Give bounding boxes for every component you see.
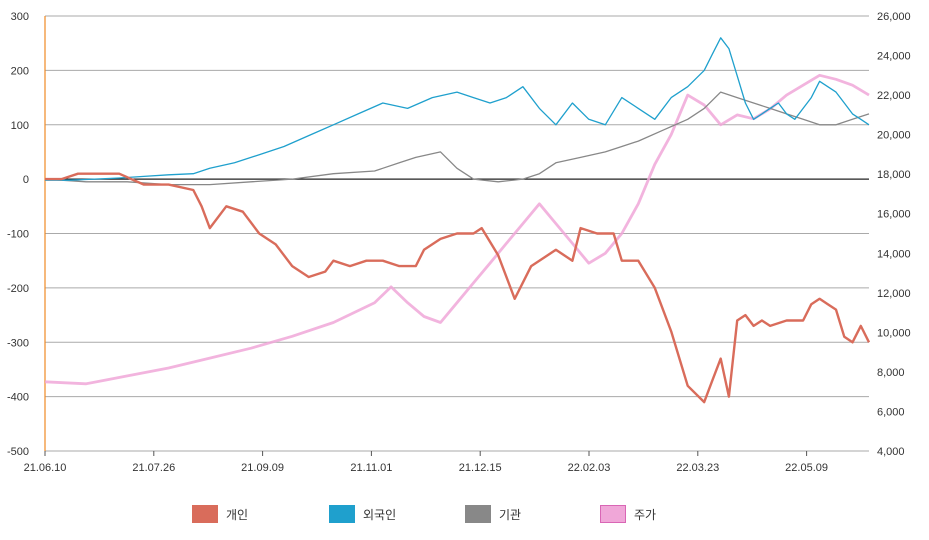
series-line-2 xyxy=(44,91,870,186)
legend-item[interactable]: 개인 xyxy=(192,500,248,528)
right-tick-label: 26,000 xyxy=(877,11,911,23)
right-tick-label: 24,000 xyxy=(877,51,911,63)
right-tick-label: 12,000 xyxy=(877,288,911,300)
right-tick-label: 4,000 xyxy=(877,446,905,458)
right-tick-label: 6,000 xyxy=(877,406,905,418)
left-tick-label: 200 xyxy=(11,65,29,77)
left-tick-label: -100 xyxy=(7,229,29,241)
x-tick-label: 22.02.03 xyxy=(568,462,611,474)
left-tick-label: 0 xyxy=(23,174,29,186)
legend-swatch xyxy=(465,505,491,523)
right-tick-label: 8,000 xyxy=(877,367,905,379)
right-tick-label: 22,000 xyxy=(877,90,911,102)
right-tick-label: 20,000 xyxy=(877,130,911,142)
legend-label: 주가 xyxy=(634,507,657,522)
x-tick-label: 21.09.09 xyxy=(241,462,284,474)
legend-item[interactable]: 기관 xyxy=(465,500,521,528)
left-tick-label: -500 xyxy=(7,446,29,458)
legend-item[interactable]: 외국인 xyxy=(329,500,396,528)
legend-swatch xyxy=(192,505,218,523)
left-tick-label: -400 xyxy=(7,392,29,404)
chart-svg: 300 200 100 0 -100 -200 -300 -400 -500 26,000 24,0… xyxy=(7,11,911,474)
right-tick-label: 10,000 xyxy=(877,327,911,339)
x-tick-label: 21.07.26 xyxy=(132,462,175,474)
legend-swatch xyxy=(329,505,355,523)
legend-label: 기관 xyxy=(499,507,522,522)
right-tick-label: 14,000 xyxy=(877,248,911,260)
right-tick-label: 18,000 xyxy=(877,169,911,181)
x-tick-label: 21.06.10 xyxy=(24,462,67,474)
series-line-3 xyxy=(44,73,870,386)
x-tick-label: 22.05.09 xyxy=(785,462,828,474)
series-line-1 xyxy=(45,37,870,181)
legend-item[interactable]: 주가 xyxy=(600,500,656,528)
left-tick-label: -300 xyxy=(7,337,29,349)
x-tick-label: 21.11.01 xyxy=(350,462,392,474)
legend-swatch xyxy=(600,505,626,523)
legend-label: 외국인 xyxy=(363,507,397,522)
x-tick-label: 22.03.23 xyxy=(676,462,719,474)
left-tick-label: 100 xyxy=(11,120,29,132)
right-tick-label: 16,000 xyxy=(877,209,911,221)
legend-label: 개인 xyxy=(226,507,249,522)
left-tick-label: -200 xyxy=(7,283,29,295)
series-line-0 xyxy=(45,172,871,404)
legend: 개인 외국인 기관 주가 xyxy=(0,500,929,528)
left-tick-label: 300 xyxy=(11,11,29,23)
x-tick-label: 21.12.15 xyxy=(459,462,502,474)
